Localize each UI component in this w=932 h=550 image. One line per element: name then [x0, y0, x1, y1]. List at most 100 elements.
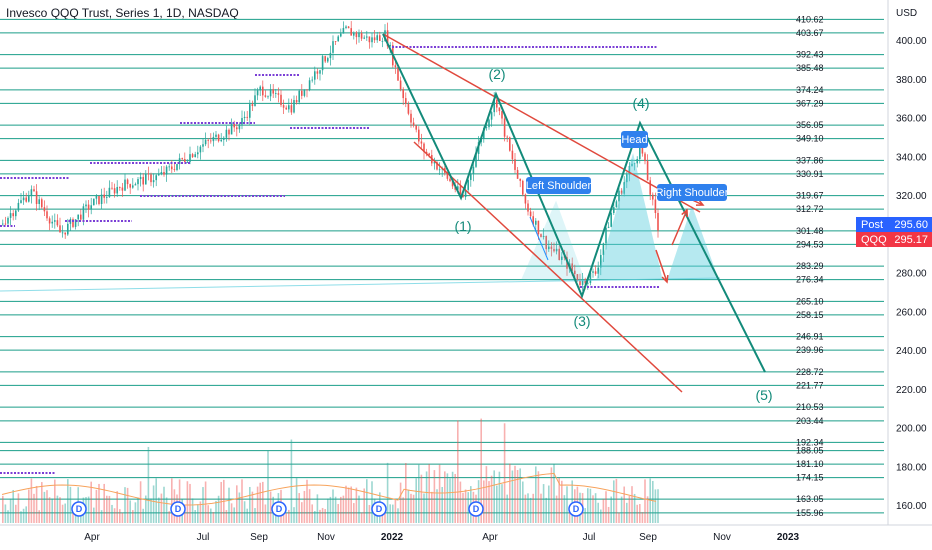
volume-bar [496, 485, 498, 523]
candle-body [59, 225, 61, 233]
pattern-badge-label: Right Shoulder [656, 187, 729, 199]
arrow-head [695, 199, 705, 206]
candle-body [527, 203, 529, 212]
candle-body [72, 219, 74, 227]
candle-body [355, 32, 358, 38]
volume-bar [290, 439, 293, 523]
candle-body [199, 146, 202, 153]
volume-bar [602, 498, 605, 523]
candle-body [80, 214, 82, 220]
candle-body [236, 127, 238, 130]
volume-bar [652, 480, 654, 523]
volume-bar [610, 496, 612, 523]
y-tick-label: 220.00 [896, 385, 927, 396]
volume-bar [548, 485, 550, 523]
volume-bar [194, 510, 196, 523]
volume-bar [134, 502, 137, 523]
volume-bar [550, 467, 553, 523]
volume-bar [259, 482, 261, 523]
level-label: 301.48 [796, 226, 824, 236]
candle-body [597, 267, 599, 274]
volume-bar [561, 480, 563, 523]
volume-bar [485, 466, 488, 523]
dividend-marker-circle [568, 501, 584, 517]
pattern-badge-label: Head [621, 134, 647, 146]
candle-body [217, 134, 220, 142]
candle-body [490, 112, 493, 120]
volume-bar [116, 491, 118, 523]
volume-bar [399, 482, 402, 523]
volume-bar [48, 497, 51, 523]
volume-bar [189, 483, 191, 523]
volume-bar [493, 470, 495, 523]
candle-body [113, 188, 116, 194]
candle-body [15, 210, 17, 217]
x-tick-label: Jul [583, 532, 596, 543]
volume-bar [646, 496, 649, 523]
candle-body [306, 89, 308, 91]
dividend-marker: D [371, 501, 387, 517]
volume-bar [298, 493, 300, 523]
volume-bar [106, 495, 108, 523]
y-tick-label: 320.00 [896, 191, 927, 202]
volume-bar [568, 509, 571, 523]
volume-bar [589, 488, 592, 523]
candle-body [610, 212, 612, 227]
volume-bar [90, 481, 92, 523]
volume-bar [225, 509, 228, 523]
candle-body [280, 94, 282, 106]
volume-bar [516, 470, 519, 523]
volume-bar [303, 490, 306, 523]
candle-body [397, 67, 399, 81]
volume-bar [498, 471, 501, 523]
candle-body [7, 217, 9, 224]
x-tick-label: Nov [713, 532, 731, 543]
candle-body [126, 179, 129, 185]
candle-body [446, 172, 449, 179]
volume-bar [657, 489, 659, 523]
candle-body [111, 187, 113, 189]
candle-body [467, 179, 469, 190]
candle-body [303, 89, 306, 96]
candle-body [436, 162, 438, 170]
volume-bar [641, 512, 644, 523]
volume-bar [2, 495, 4, 523]
candle-body [386, 30, 389, 47]
candle-body [347, 26, 350, 29]
volume-bar [293, 507, 295, 523]
candle-body [626, 174, 628, 183]
candle-body [28, 196, 30, 202]
candle-body [532, 216, 534, 225]
level-label: 203.44 [796, 416, 824, 426]
volume-bar [98, 483, 100, 523]
level-label: 258.15 [796, 310, 824, 320]
arrow-shaft [655, 249, 668, 283]
volume-bar [38, 510, 40, 523]
volume-bar [160, 493, 163, 523]
candle-body [587, 282, 589, 284]
candle-body [420, 141, 423, 144]
candle-body [449, 178, 451, 182]
candle-body [381, 40, 384, 42]
candle-body [371, 37, 373, 43]
pattern-badge: Head [621, 131, 648, 148]
candle-body [584, 279, 586, 284]
candle-body [290, 105, 293, 113]
price-tag-bg [856, 217, 932, 232]
candle-body [433, 162, 436, 164]
volume-bar [9, 498, 12, 523]
level-label: 349.10 [796, 134, 824, 144]
volume-bar [316, 494, 319, 523]
level-label: 283.29 [796, 261, 824, 271]
volume-bar [230, 503, 233, 523]
candle-body [389, 45, 391, 47]
level-label: 337.86 [796, 155, 824, 165]
candle-body [321, 56, 324, 71]
y-tick-label: 280.00 [896, 269, 927, 280]
x-tick-label: 2023 [777, 532, 800, 543]
candle-body [581, 279, 584, 285]
candle-body [607, 226, 610, 228]
candle-body [22, 197, 25, 201]
candle-body [181, 158, 183, 160]
